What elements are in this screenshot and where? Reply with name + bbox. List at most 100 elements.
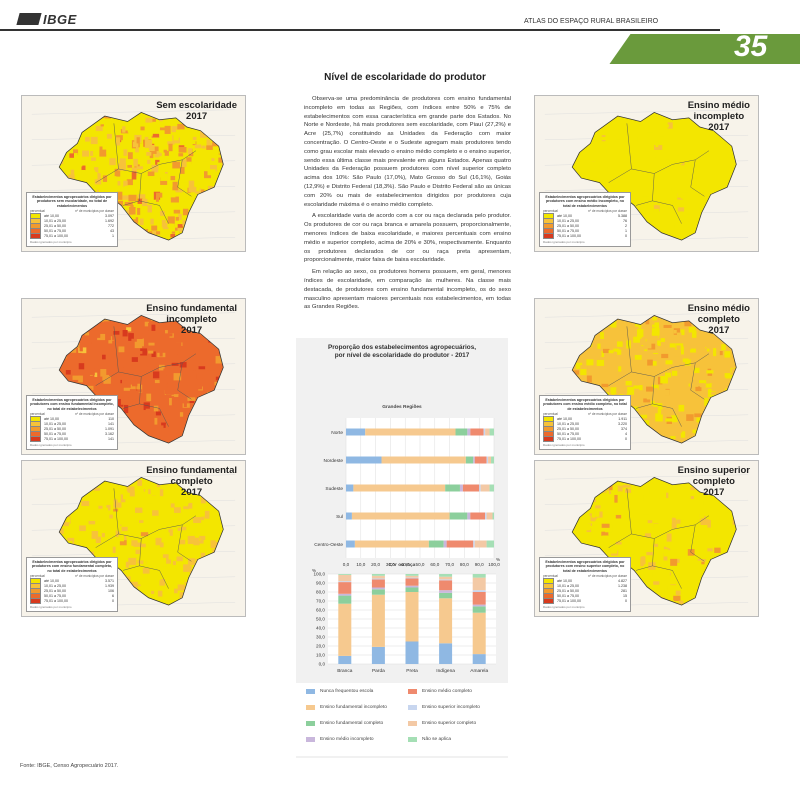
municipality-cell — [159, 384, 167, 390]
municipality-cell — [724, 233, 732, 241]
municipality-cell — [226, 410, 233, 415]
municipality-cell — [642, 400, 648, 408]
municipality-cell — [734, 572, 737, 579]
municipality-cell — [225, 202, 232, 207]
municipality-cell — [670, 436, 676, 439]
state-border — [690, 159, 705, 197]
municipality-cell — [633, 506, 640, 511]
municipality-cell — [182, 208, 189, 216]
municipality-cell — [690, 348, 696, 353]
municipality-cell — [608, 128, 618, 135]
municipality-cell — [657, 243, 665, 250]
municipality-cell — [159, 542, 164, 548]
map-title: Ensino fundamental completo 2017 — [146, 465, 237, 498]
municipality-cell — [710, 195, 717, 204]
paragraph-1: Observa-se uma predominância de produtor… — [304, 96, 511, 208]
municipality-cell — [223, 336, 224, 343]
municipality-cell — [605, 540, 611, 549]
municipality-cell — [162, 554, 169, 561]
municipality-cell — [214, 128, 224, 136]
municipality-cell — [200, 369, 205, 373]
municipality-cell — [634, 354, 642, 360]
municipality-cell — [684, 150, 688, 155]
municipality-cell — [686, 209, 691, 215]
municipality-cell — [623, 387, 628, 394]
municipality-cell — [685, 196, 691, 201]
municipality-cell — [61, 129, 66, 137]
municipality-cell — [664, 588, 668, 596]
municipality-cell — [636, 597, 645, 605]
municipality-cell — [663, 553, 668, 561]
municipality-cell — [682, 598, 688, 606]
municipality-cell — [712, 433, 719, 442]
map-legend-title: Estabelecimentos agropecuários dirigidos… — [32, 194, 112, 208]
municipality-cell — [174, 354, 181, 359]
municipality-cell — [129, 215, 136, 220]
municipality-cell — [645, 341, 652, 349]
municipality-cell — [138, 241, 143, 245]
municipality-cell — [735, 140, 737, 149]
municipality-cell — [63, 521, 69, 527]
municipality-cell — [731, 142, 737, 146]
municipality-cell — [670, 546, 678, 552]
municipality-cell — [207, 367, 211, 371]
municipality-cell — [155, 411, 161, 416]
municipality-cell — [107, 536, 113, 544]
municipality-cell — [158, 364, 165, 371]
municipality-cell — [592, 371, 600, 375]
municipality-cell — [688, 326, 696, 333]
state-border — [626, 326, 673, 377]
municipality-cell — [732, 554, 737, 560]
municipality-cell — [225, 197, 231, 201]
municipality-cell — [659, 125, 663, 134]
municipality-cell — [648, 185, 656, 190]
municipality-cell — [648, 442, 652, 444]
municipality-cell — [173, 449, 177, 453]
municipality-cell — [632, 359, 636, 365]
legend-class-label: até 10,00 — [44, 578, 59, 583]
municipality-cell — [679, 426, 684, 431]
map-panel-medio-incompleto: Ensino médio incompleto 2017 Estabeleciment… — [534, 95, 759, 252]
municipality-cell — [626, 477, 634, 482]
municipality-cell — [678, 600, 684, 605]
municipality-cell — [595, 505, 601, 509]
municipality-cell — [118, 163, 127, 171]
municipality-cell — [647, 227, 653, 231]
municipality-cell — [738, 146, 744, 151]
municipality-cell — [198, 396, 206, 405]
municipality-cell — [657, 376, 663, 385]
municipality-cell — [697, 558, 706, 562]
municipality-cell — [126, 430, 134, 438]
map-title-line: incompleto — [693, 111, 745, 122]
municipality-cell — [75, 334, 81, 338]
municipality-cell — [673, 328, 681, 335]
municipality-cell — [639, 443, 643, 447]
municipality-cell — [694, 357, 698, 365]
municipality-cell — [127, 165, 133, 168]
municipality-cell — [631, 520, 635, 528]
municipality-cell — [156, 192, 163, 198]
municipality-cell — [651, 244, 658, 250]
municipality-cell — [105, 120, 112, 128]
source-note: Fonte: IBGE, Censo Agropecuário 2017. — [20, 763, 119, 769]
municipality-cell — [150, 218, 154, 225]
municipality-cell — [224, 547, 230, 554]
municipality-cell — [73, 132, 80, 137]
municipality-cell — [200, 397, 207, 402]
municipality-cell — [92, 507, 98, 512]
municipality-cell — [217, 567, 224, 574]
municipality-cell — [119, 539, 127, 546]
municipality-cell — [693, 367, 700, 373]
legend-class-label: 75,01 a 100,00 — [557, 233, 581, 238]
municipality-cell — [78, 181, 82, 186]
legend-count: 1.911 — [618, 416, 627, 421]
municipality-cell — [731, 355, 737, 361]
municipality-cell — [226, 554, 234, 560]
municipality-cell — [703, 348, 707, 353]
municipality-cell — [122, 380, 131, 388]
bar-segment — [472, 577, 486, 591]
municipality-cell — [638, 400, 646, 406]
municipality-cell — [214, 602, 219, 606]
municipality-cell — [676, 519, 681, 524]
municipality-cell — [66, 517, 71, 523]
